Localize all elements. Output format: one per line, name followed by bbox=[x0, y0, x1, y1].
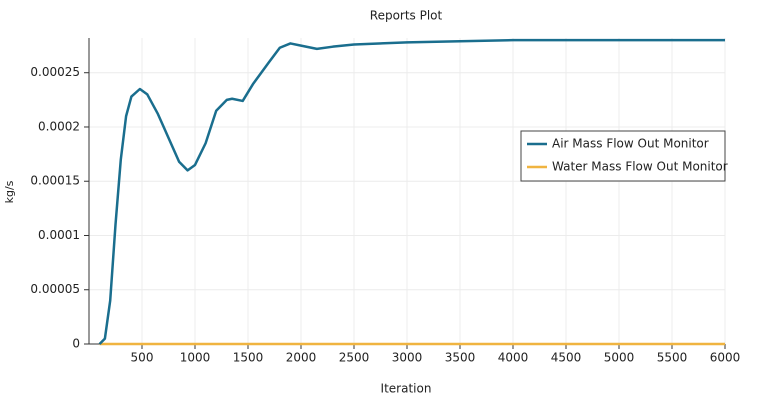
x-tick-label: 1500 bbox=[233, 351, 264, 365]
x-tick-label: 2000 bbox=[286, 351, 317, 365]
series-line bbox=[98, 38, 725, 345]
x-tick-label: 5000 bbox=[604, 351, 635, 365]
y-tick-label: 0.0001 bbox=[38, 228, 80, 242]
y-tick-label: 0.0002 bbox=[38, 119, 80, 133]
x-tick-label: 500 bbox=[131, 351, 154, 365]
legend: Air Mass Flow Out Monitor Water Mass Flow… bbox=[520, 130, 728, 182]
x-tick-label: 4000 bbox=[498, 351, 529, 365]
x-tick-label: 1000 bbox=[180, 351, 211, 365]
y-tick-label: 0.00025 bbox=[30, 65, 80, 79]
chart-title: Reports Plot bbox=[370, 9, 443, 23]
y-tick-label: 0.00015 bbox=[30, 174, 80, 188]
y-tick-label: 0.00005 bbox=[30, 282, 80, 296]
x-tick-label: 3000 bbox=[392, 351, 423, 365]
x-axis-label: Iteration bbox=[381, 382, 432, 396]
legend-box bbox=[520, 130, 726, 182]
y-axis-label: kg/s bbox=[3, 180, 16, 203]
x-tick-label: 6000 bbox=[710, 351, 741, 365]
y-tick-label: 0 bbox=[72, 337, 80, 351]
legend-label: Air Mass Flow Out Monitor bbox=[552, 137, 709, 151]
x-tick-label: 5500 bbox=[657, 351, 688, 365]
x-tick-label: 4500 bbox=[551, 351, 582, 365]
x-tick-label: 2500 bbox=[339, 351, 370, 365]
x-tick-label: 3500 bbox=[445, 351, 476, 365]
legend-label: Water Mass Flow Out Monitor bbox=[552, 160, 728, 174]
